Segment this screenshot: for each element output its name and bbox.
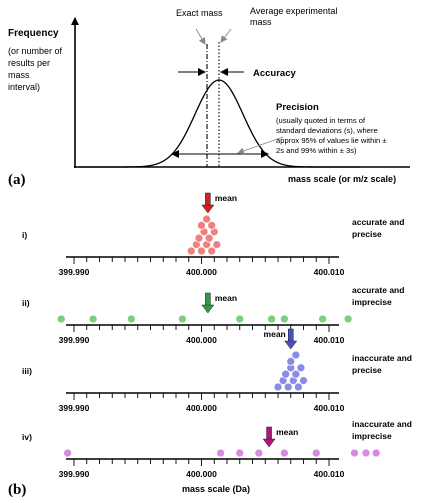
panel-b-label: (b) <box>8 482 26 498</box>
data-point <box>207 221 217 230</box>
data-point <box>371 448 381 458</box>
precision-note-line-1: (usually quoted in terms of <box>276 116 366 125</box>
tick-label: 400.000 <box>186 335 217 345</box>
mean-label: mean <box>276 427 298 437</box>
row-description-line-1: accurate and <box>352 217 404 227</box>
tick-label: 399.990 <box>59 335 90 345</box>
data-point <box>294 382 303 392</box>
tick-label: 400.000 <box>186 403 217 413</box>
mean-arrow-shaft <box>288 328 294 343</box>
row-numeral: iv) <box>22 432 32 442</box>
row-description-line-1: inaccurate and <box>352 353 412 363</box>
data-point <box>318 314 327 324</box>
data-point <box>178 314 187 324</box>
mean-label: mean <box>215 293 237 303</box>
precision-note-line-2: standard deviations (s), where <box>276 126 378 135</box>
data-point <box>283 382 293 392</box>
data-point <box>273 382 283 392</box>
data-point <box>350 448 359 458</box>
accuracy-label: Accuracy <box>253 68 296 79</box>
data-point <box>197 221 206 230</box>
y-axis-note-line-4: interval) <box>8 82 40 92</box>
data-point <box>197 246 206 256</box>
panel-b: 399.990 400.000 400.010 i) accurate and preci… <box>22 192 412 479</box>
y-axis-note-line-1: (or number of <box>8 46 63 56</box>
data-point <box>361 448 371 458</box>
tick-label: 400.010 <box>314 335 345 345</box>
data-point <box>291 369 301 379</box>
mean-arrow-head <box>262 438 276 448</box>
data-point <box>88 314 98 324</box>
exact-mass-pointer <box>195 28 206 45</box>
y-axis-title: Frequency <box>8 28 59 39</box>
tick-label: 399.990 <box>59 267 90 277</box>
precision-note-line-4: 2s and 99% within ± 3s) <box>276 146 357 155</box>
mean-arrow-head <box>201 304 215 314</box>
data-point <box>186 246 196 256</box>
precision-title: Precision <box>276 102 319 113</box>
row-description-line-2: precise <box>352 365 382 375</box>
y-axis-note-line-2: results per <box>8 58 50 68</box>
exact-mass-label: Exact mass <box>176 8 223 18</box>
mean-arrow-head <box>201 204 215 214</box>
row-numeral: iii) <box>22 366 32 376</box>
data-point <box>63 448 72 458</box>
data-point <box>291 350 301 360</box>
data-point <box>280 314 289 324</box>
data-point <box>286 357 296 366</box>
mean-label: mean <box>215 193 237 203</box>
data-point <box>299 376 308 385</box>
mean-arrow-shaft <box>266 426 272 441</box>
tick-label: 399.990 <box>59 403 90 413</box>
data-point <box>202 214 211 224</box>
tick-label: 400.000 <box>186 469 217 479</box>
row-description-line-1: accurate and <box>352 285 404 295</box>
precision-pointer <box>237 136 284 155</box>
row-description-line-2: imprecise <box>352 431 392 441</box>
data-point <box>216 448 225 458</box>
mean-arrow-shaft <box>205 192 211 207</box>
data-point <box>296 363 306 373</box>
mean-label: mean <box>264 329 286 339</box>
avg-mass-label-line-1: Average experimental <box>250 6 337 16</box>
tick-label: 400.000 <box>186 267 217 277</box>
data-point <box>207 246 217 256</box>
mean-arrow-head <box>284 340 298 350</box>
data-point <box>212 240 222 249</box>
data-point <box>127 314 136 324</box>
avg-mass-pointer <box>220 28 232 43</box>
panel-b-x-title: mass scale (Da) <box>182 484 250 494</box>
avg-mass-label-line-2: mass <box>250 17 272 27</box>
row-numeral: i) <box>22 230 27 240</box>
tick-label: 399.990 <box>59 469 90 479</box>
row-description-line-2: imprecise <box>352 297 392 307</box>
panel-a-x-title: mass scale (or m/z scale) <box>288 174 396 184</box>
row-description-line-2: precise <box>352 229 382 239</box>
panel-a-label: (a) <box>8 172 26 188</box>
tick-label: 400.010 <box>314 403 345 413</box>
tick-label: 400.010 <box>314 267 345 277</box>
gaussian-curve <box>78 79 360 168</box>
data-point <box>204 233 214 243</box>
y-axis-note-line-3: mass <box>8 70 30 80</box>
precision-note-line-3: approx 95% of values lie within ± <box>276 136 387 145</box>
mean-arrow-shaft <box>205 292 211 307</box>
tick-label: 400.010 <box>314 469 345 479</box>
data-point <box>235 314 245 324</box>
data-point <box>194 233 204 243</box>
data-point <box>267 314 276 324</box>
data-point <box>254 448 264 458</box>
data-point <box>311 448 321 458</box>
row-numeral: ii) <box>22 298 30 308</box>
data-point <box>281 369 290 379</box>
row-description-line-1: inaccurate and <box>352 419 412 429</box>
data-point <box>235 448 245 458</box>
data-point <box>56 314 66 324</box>
data-point <box>343 314 353 324</box>
data-point <box>280 448 289 458</box>
panel-a: Frequency (or number of results per mass… <box>8 6 410 188</box>
